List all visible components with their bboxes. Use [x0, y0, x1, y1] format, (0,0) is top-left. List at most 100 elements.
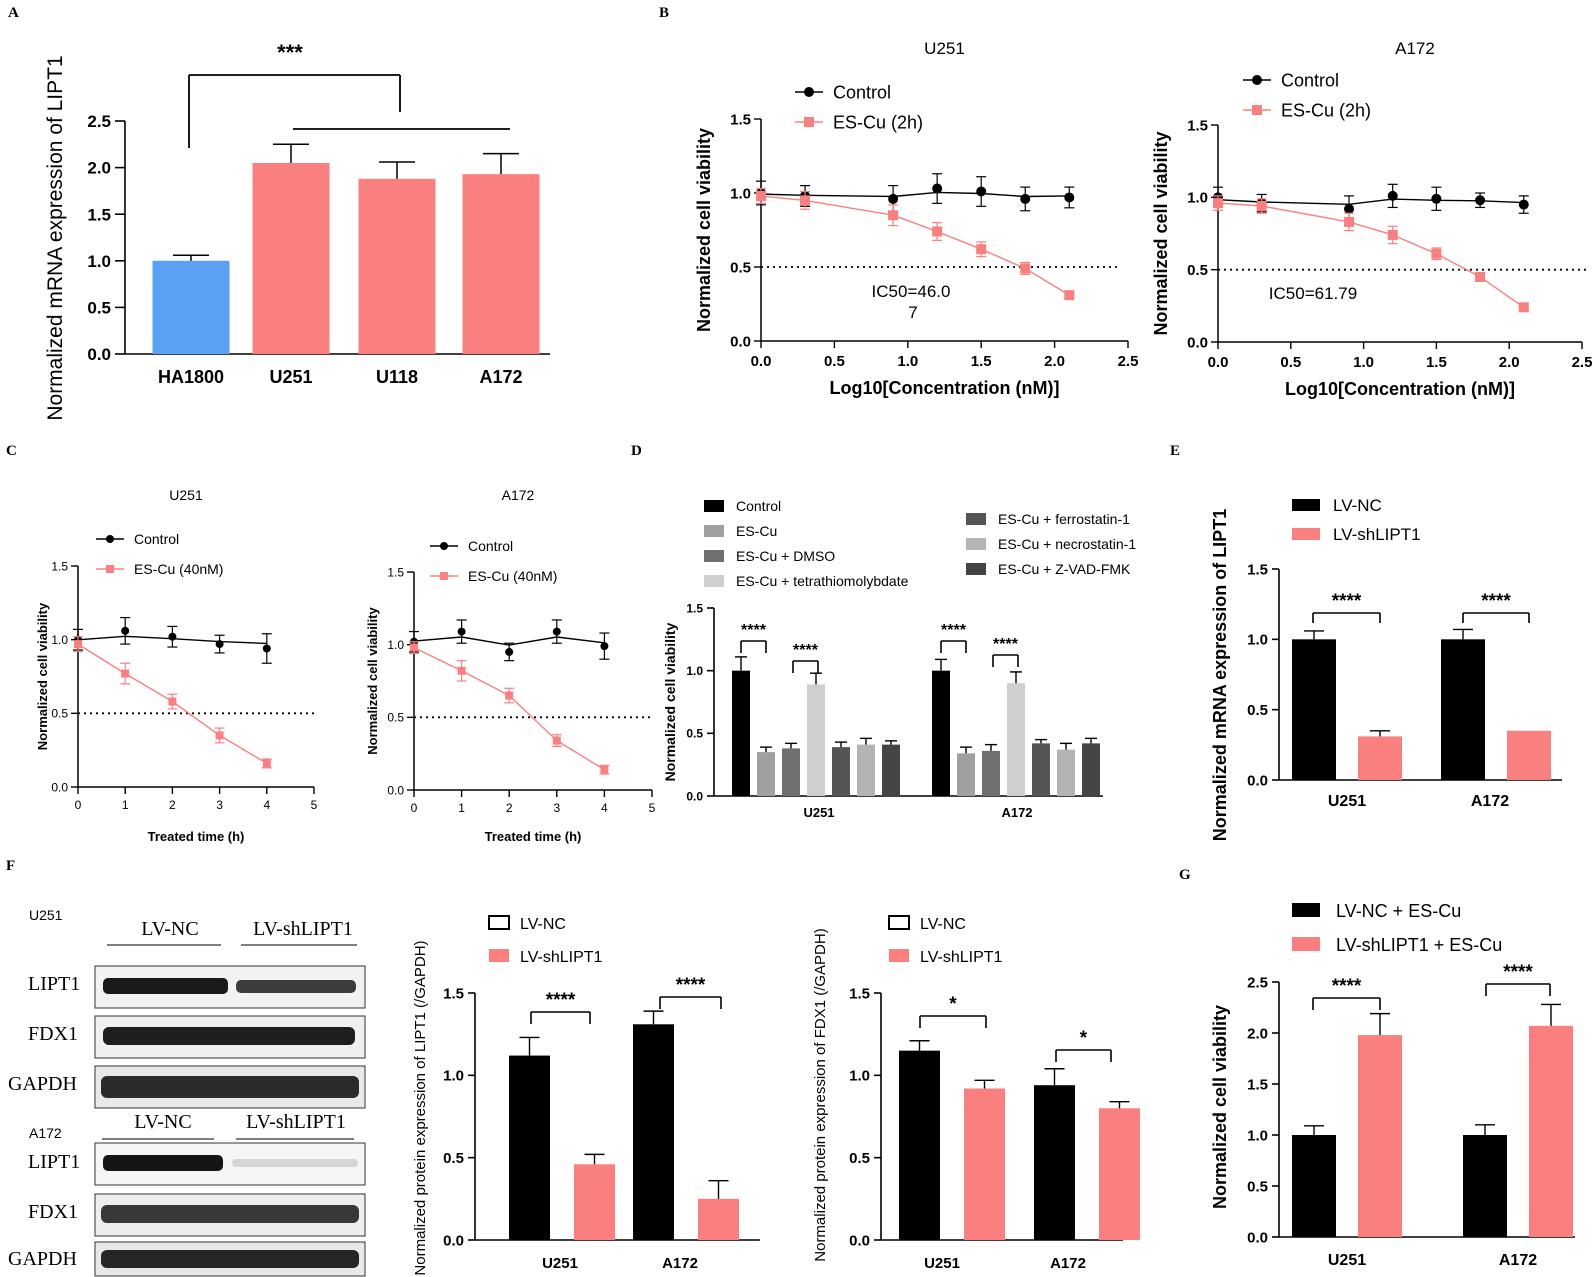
y-tick-label: 0.5 — [849, 1150, 870, 1167]
legend-swatch — [1292, 937, 1320, 951]
legend-swatch — [966, 563, 986, 575]
bar-a172-0 — [932, 670, 950, 796]
x-tick-label: A172 — [1499, 1252, 1537, 1269]
significance-label: **** — [741, 622, 767, 639]
legend-marker — [440, 542, 448, 550]
y-axis-title: Normalized protein expression of FDX1 (/… — [812, 928, 829, 1261]
legend-label: LV-NC — [1333, 496, 1382, 515]
x-axis-title: Log10[Concentration (nM)] — [1285, 379, 1515, 399]
y-axis-title: Normalized mRNA expression of LIPT1 — [44, 55, 67, 420]
x-tick-label: 0 — [75, 798, 82, 812]
significance-label: **** — [793, 642, 819, 659]
panel-d-legend: Control ES-Cu ES-Cu + DMSO ES-Cu + tetrathi… — [704, 498, 1136, 589]
x-tick-label: 0 — [411, 801, 418, 815]
x-tick-label: 2.5 — [1572, 354, 1593, 371]
y-tick-label: 1.0 — [1187, 190, 1208, 207]
bar-u251-1 — [757, 752, 775, 796]
y-tick-label: 1.0 — [87, 252, 111, 271]
legend-label: LV-shLIPT1 + ES-Cu — [1336, 935, 1502, 955]
x-tick-label: 3 — [216, 798, 223, 812]
legend-label: ES-Cu (2h) — [833, 112, 923, 132]
data-point — [1256, 201, 1267, 212]
y-axis-title: Normalized cell viability — [694, 128, 714, 332]
legend-swatch — [966, 513, 986, 525]
bar-a172-2 — [982, 750, 1000, 796]
charts-layer: 0.0 0.5 1.0 1.5 2.0 2.5 HA1800 U251 U118 A172 Norm… — [35, 39, 1592, 1276]
legend-label: LV-shLIPT1 — [520, 949, 603, 966]
data-point — [756, 190, 766, 201]
blot-group-sh-a172: LV-shLIPT1 — [246, 1111, 346, 1133]
y-axis-title: Normalized cell viability — [662, 622, 678, 781]
x-tick-label: 1.0 — [897, 353, 918, 370]
x-tick-label: A172 — [479, 367, 522, 387]
legend-swatch — [888, 915, 910, 930]
western-blot-a172: A172 LV-NC LV-shLIPT1 LIPT1 FDX1 GAPDH — [8, 1111, 366, 1277]
legend-label: ES-Cu + Z-VAD-FMK — [998, 561, 1131, 577]
blot-row-label-lipt1-u251: LIPT1 — [28, 973, 80, 995]
bar-a172-6 — [1082, 743, 1100, 796]
chart-title: A172 — [502, 487, 535, 503]
y-tick-label: 1.5 — [51, 559, 68, 573]
bar-u251-0 — [732, 670, 750, 796]
y-axis-title: Normalized cell viability — [35, 602, 50, 750]
panel-d-chart: 0.0 0.5 1.0 1.5 U251 A172 Normalized cell viab… — [662, 601, 1103, 820]
bar-u251-5 — [857, 744, 875, 796]
data-point — [1518, 199, 1529, 210]
x-tick-label: 4 — [601, 801, 608, 815]
data-point — [888, 210, 899, 221]
x-tick-label: 5 — [649, 801, 656, 815]
y-tick-label: 1.0 — [1247, 632, 1268, 649]
legend-marker — [804, 87, 814, 97]
panel-label-d: D — [631, 443, 642, 459]
ic50-annotation: IC50=46.0 — [872, 282, 951, 301]
y-tick-label: 0.0 — [686, 789, 703, 803]
bar-u251-0 — [1292, 1135, 1336, 1237]
legend-label: Control — [468, 538, 513, 554]
y-axis-title: Normalized cell viability — [1210, 1005, 1230, 1209]
legend-label: LV-NC + ES-Cu — [1336, 901, 1461, 921]
data-point — [457, 627, 466, 636]
data-point — [1344, 203, 1355, 214]
data-point — [74, 640, 82, 649]
x-tick-label: 1 — [122, 798, 129, 812]
bar-u251-0 — [899, 1050, 940, 1240]
x-tick-label: U251 — [1328, 1252, 1366, 1269]
significance-label: **** — [941, 622, 967, 639]
y-tick-label: 0.5 — [387, 711, 404, 725]
x-tick-label: 0.0 — [751, 353, 772, 370]
data-point — [1431, 193, 1442, 204]
x-tick-label: 2 — [506, 801, 513, 815]
legend-label: Control — [1281, 70, 1339, 90]
y-tick-label: 0.5 — [730, 259, 751, 276]
x-tick-label: U251 — [1328, 793, 1366, 810]
blot-row-label-fdx1-u251: FDX1 — [28, 1023, 78, 1045]
bar-ha1800 — [152, 260, 230, 354]
data-point — [552, 627, 561, 636]
data-point — [932, 183, 943, 194]
legend-marker — [1252, 105, 1262, 115]
y-tick-label: 0.5 — [51, 707, 68, 721]
y-tick-label: 2.0 — [87, 159, 111, 178]
significance-label: *** — [277, 40, 303, 65]
data-point — [168, 632, 177, 641]
legend-swatch — [704, 550, 724, 562]
bar-a172-5 — [1057, 749, 1075, 796]
data-point — [1475, 195, 1486, 206]
bar-a172 — [462, 174, 540, 354]
y-tick-label: 0.0 — [730, 333, 751, 350]
data-point — [888, 193, 899, 204]
y-tick-label: 0.0 — [51, 780, 68, 794]
panel-g-legend: LV-NC + ES-Cu LV-shLIPT1 + ES-Cu — [1292, 901, 1502, 955]
panel-e-legend: LV-NC LV-shLIPT1 — [1292, 496, 1421, 544]
bar-u251 — [252, 162, 330, 354]
ic50-annotation-cont: 7 — [908, 303, 917, 322]
x-tick-label: 0.5 — [824, 353, 845, 370]
y-tick-label: 1.0 — [1247, 1127, 1268, 1144]
bar-u251-0 — [1292, 639, 1336, 780]
series-line-1 — [413, 646, 605, 771]
panel-c1-chart: 0.0 0.5 1.0 1.5 0 1 2 3 4 5 Control ES-Cu (40nM) U25… — [35, 487, 318, 844]
bar-u251-6 — [882, 744, 900, 796]
bar-u251-1 — [574, 1164, 615, 1240]
panel-g-chart: 0.0 0.5 1.0 1.5 2.0 2.5 U251 A172 Normalized cel… — [1210, 962, 1575, 1269]
y-tick-label: 1.0 — [686, 664, 703, 678]
